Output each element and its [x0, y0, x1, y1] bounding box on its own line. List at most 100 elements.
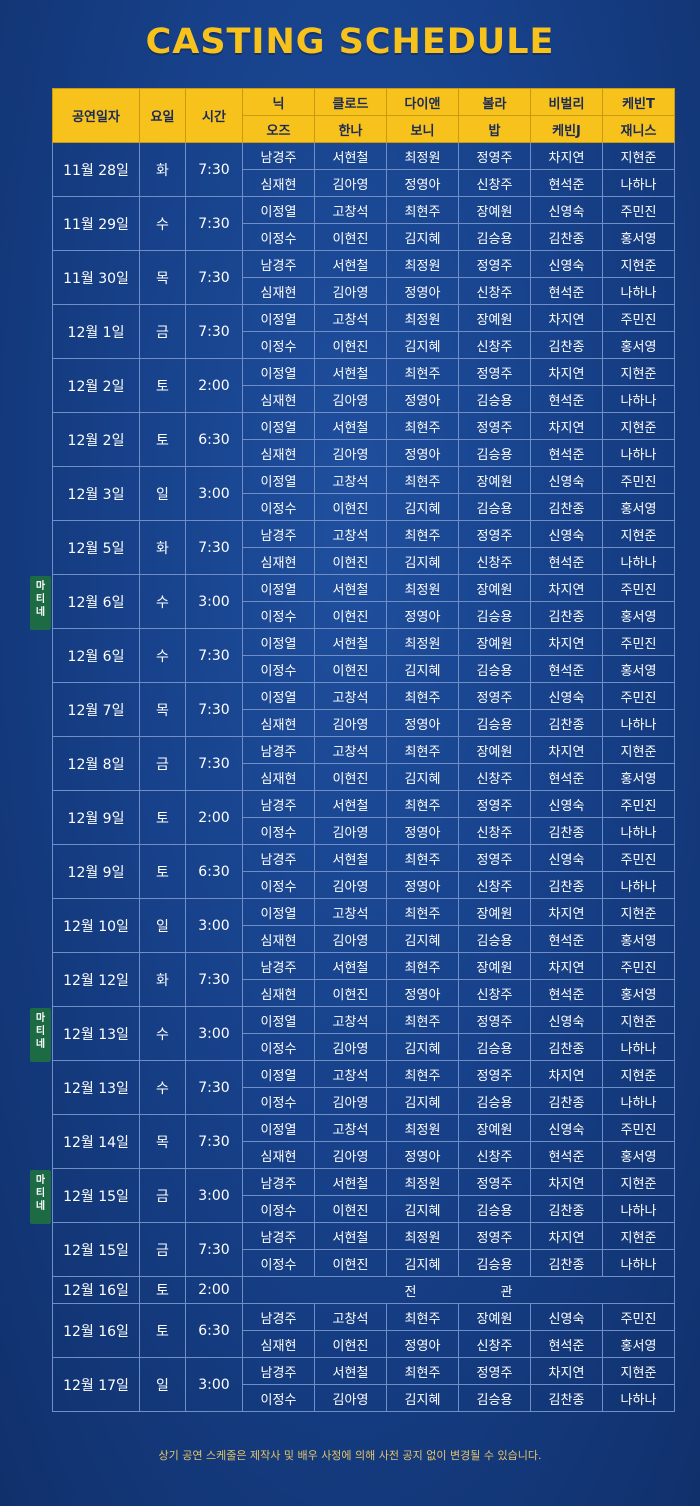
- cast-cell: 남경주: [242, 736, 315, 764]
- performance-date: 12월 10일: [52, 898, 140, 953]
- cast-cell: 심재현: [242, 763, 315, 791]
- cast-cell: 이현진: [314, 979, 387, 1007]
- cast-cell: 이정열: [242, 196, 315, 224]
- cast-cell: 김찬종: [530, 493, 603, 521]
- cast-cell: 김지혜: [386, 1087, 459, 1115]
- cast-cell: 김찬종: [530, 331, 603, 359]
- cast-cell: 이정열: [242, 898, 315, 926]
- role-header: 다이앤: [386, 88, 459, 116]
- cast-cell: 정영아: [386, 169, 459, 197]
- cast-cell: 나하나: [602, 547, 675, 575]
- cast-cell: 고창석: [314, 1060, 387, 1088]
- cast-cell: 김아영: [314, 709, 387, 737]
- cast-cell: 김찬종: [530, 1087, 603, 1115]
- schedule-body: 11월 28일 화 7:30 남경주 서현철 최정원 정영주 차지연 지현준 심재현 김아영 정영아 신…: [52, 142, 675, 1412]
- cast-cell: 서현철: [314, 142, 387, 170]
- performance-date: 12월 1일: [52, 304, 140, 359]
- cast-cell: 신창주: [458, 169, 531, 197]
- performance-day: 토: [139, 1276, 186, 1304]
- cast-cell: 김아영: [314, 439, 387, 467]
- cast-cell: 이정열: [242, 1006, 315, 1034]
- cast-cell: 정영아: [386, 817, 459, 845]
- cast-cell: 최정원: [386, 574, 459, 602]
- cast-cell: 정영주: [458, 844, 531, 872]
- cast-cell: 이정열: [242, 1114, 315, 1142]
- cast-cell: 현석준: [530, 655, 603, 683]
- performance-day: 화: [139, 520, 186, 575]
- cast-cell: 홍서영: [602, 493, 675, 521]
- performance-day: 수: [139, 1060, 186, 1115]
- cast-cell: 현석준: [530, 277, 603, 305]
- cast-cell: 서현철: [314, 358, 387, 386]
- performance-day: 토: [139, 1303, 186, 1358]
- performance-day: 화: [139, 952, 186, 1007]
- cast-cell: 최현주: [386, 412, 459, 440]
- header-row-1: 공연일자 요일 시간 닉 클로드 다이앤 볼라 비벌리 케빈T: [52, 88, 675, 143]
- cast-cell: 김아영: [314, 277, 387, 305]
- cast-cell: 심재현: [242, 385, 315, 413]
- cast-cell: 지현준: [602, 736, 675, 764]
- role-header: 보니: [386, 115, 459, 143]
- performance-time: 7:30: [185, 142, 243, 197]
- header-day: 요일: [139, 88, 186, 143]
- performance-row-2: 심재현 이현진 정영아 신창주 현석준 홍서영: [53, 979, 675, 1007]
- cast-cell: 신창주: [458, 1141, 531, 1169]
- cast-cell: 이정수: [242, 1249, 315, 1277]
- cast-cell: 고창석: [314, 520, 387, 548]
- performance-row-2: 이정수 김아영 정영아 신창주 김찬종 나하나: [53, 871, 675, 899]
- cast-cell: 정영주: [458, 358, 531, 386]
- cast-cell: 심재현: [242, 925, 315, 953]
- cast-cell: 김찬종: [530, 871, 603, 899]
- cast-cell: 김찬종: [530, 709, 603, 737]
- cast-cell: 심재현: [242, 1330, 315, 1358]
- cast-cell: 나하나: [602, 1033, 675, 1061]
- cast-cell: 서현철: [314, 1357, 387, 1385]
- performance-date: 12월 2일: [52, 358, 140, 413]
- cast-cell: 지현준: [602, 142, 675, 170]
- performance-day: 목: [139, 1114, 186, 1169]
- cast-cell: 나하나: [602, 1249, 675, 1277]
- cast-cell: 정영주: [458, 790, 531, 818]
- performance-day: 금: [139, 1222, 186, 1277]
- role-header: 케빈J: [530, 115, 603, 143]
- performance-row: 12월 1일 금 7:30 이정열 고창석 최정원 장예원 차지연 주민진: [52, 304, 675, 359]
- cast-cell: 이현진: [314, 331, 387, 359]
- performance-row-2: 이정수 이현진 김지혜 김승용 김찬종 나하나: [53, 1249, 675, 1277]
- cast-cell: 김승용: [458, 223, 531, 251]
- performance-row: 12월 5일 화 7:30 남경주 고창석 최현주 정영주 신영숙 지현준: [52, 520, 675, 575]
- cast-cell: 현석준: [530, 979, 603, 1007]
- cast-cell: 신영숙: [530, 844, 603, 872]
- cast-cell: 신영숙: [530, 1006, 603, 1034]
- cast-cell: 최정원: [386, 250, 459, 278]
- cast-cell: 정영주: [458, 1006, 531, 1034]
- performance-row-2: 심재현 김아영 정영아 김승용 현석준 나하나: [53, 439, 675, 467]
- cast-cell: 이정열: [242, 682, 315, 710]
- table-header: 공연일자 요일 시간 닉 클로드 다이앤 볼라 비벌리 케빈T 오즈 한나 보니…: [52, 88, 675, 143]
- cast-cell: 주민진: [602, 1303, 675, 1331]
- cast-cell: 주민진: [602, 1114, 675, 1142]
- cast-cell: 정영아: [386, 1141, 459, 1169]
- cast-cell: 김지혜: [386, 1249, 459, 1277]
- cast-cell: 현석준: [530, 1141, 603, 1169]
- cast-cell: 나하나: [602, 1087, 675, 1115]
- cast-cell: 현석준: [530, 385, 603, 413]
- cast-cell: 이정수: [242, 871, 315, 899]
- casting-schedule-table: 공연일자 요일 시간 닉 클로드 다이앤 볼라 비벌리 케빈T 오즈 한나 보니…: [52, 88, 675, 1412]
- cast-cell: 최현주: [386, 466, 459, 494]
- cast-cell: 이정열: [242, 466, 315, 494]
- performance-time: 2:00: [185, 1276, 243, 1304]
- cast-cell: 정영주: [458, 412, 531, 440]
- performance-date: 11월 29일: [52, 196, 140, 251]
- performance-time: 7:30: [185, 520, 243, 575]
- header-row-2: 오즈 한나 보니 밥 케빈J 재니스: [53, 115, 675, 143]
- cast-cell: 홍서영: [602, 979, 675, 1007]
- cast-cell: 이현진: [314, 1330, 387, 1358]
- cast-cell: 김승용: [458, 601, 531, 629]
- performance-time: 2:00: [185, 790, 243, 845]
- performance-day: 금: [139, 736, 186, 791]
- cast-cell: 최현주: [386, 520, 459, 548]
- cast-cell: 나하나: [602, 1384, 675, 1412]
- performance-day: 수: [139, 574, 186, 629]
- cast-cell: 이정수: [242, 601, 315, 629]
